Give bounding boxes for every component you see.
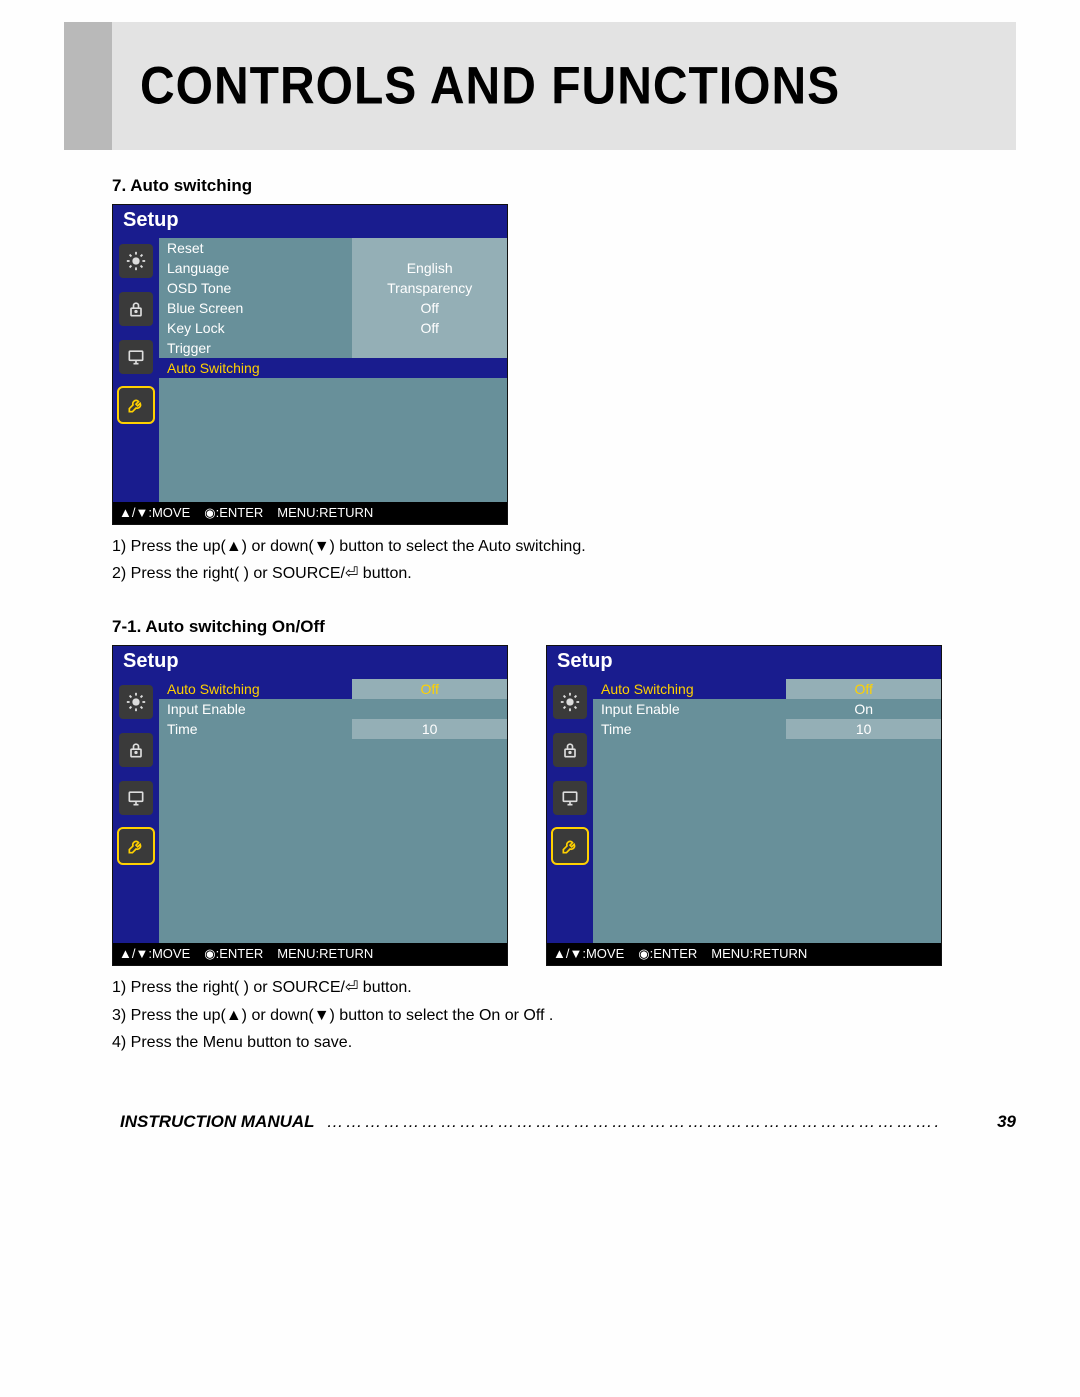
osd-content: Auto SwitchingOffInput EnableOnTime10 [593,679,941,943]
osd-footer: ▲/▼:MOVE ◉:ENTER MENU:RETURN [113,502,507,524]
osd-content: ResetLanguageEnglishOSD ToneTransparency… [159,238,507,502]
osd-item-label: Blue Screen [159,298,352,318]
osd-menu-item[interactable]: Input Enable [159,699,507,719]
instruction-line: 3) Press the up(▲) or down(▼) button to … [112,1002,1016,1029]
osd-item-value: Off [786,679,941,699]
osd-item-label: OSD Tone [159,278,352,298]
osd-menu-item-selected[interactable]: Auto SwitchingOff [159,679,507,699]
osd-item-value [352,338,507,358]
footer-enter: ◉:ENTER [204,946,263,962]
osd-footer: ▲/▼:MOVE ◉:ENTER MENU:RETURN [547,943,941,965]
osd-item-value [352,358,507,378]
page-footer: INSTRUCTION MANUAL ………………………………………………………… [120,1112,1016,1132]
osd-title: Setup [547,646,941,679]
footer-return: MENU:RETURN [277,946,373,962]
osd-item-label: Auto Switching [159,358,352,378]
tools-icon[interactable] [119,388,153,422]
osd-item-label: Auto Switching [593,679,786,699]
footer-enter: ◉:ENTER [638,946,697,962]
osd-item-value: Off [352,318,507,338]
instruction-line: 1) Press the right( ) or SOURCE/⏎ button… [112,974,1016,1001]
osd-item-label: Language [159,258,352,278]
osd-item-value [352,238,507,258]
osd-title: Setup [113,205,507,238]
tools-icon[interactable] [553,829,587,863]
osd-item-value: Off [352,679,507,699]
footer-return: MENU:RETURN [711,946,807,962]
osd-menu-item[interactable]: Trigger [159,338,507,358]
osd-item-label: Reset [159,238,352,258]
section-heading-7-1: 7-1. Auto switching On/Off [112,617,1016,637]
osd-item-value: English [352,258,507,278]
osd-item-label: Auto Switching [159,679,352,699]
footer-move: ▲/▼:MOVE [119,505,190,521]
osd-menu-item[interactable]: Blue ScreenOff [159,298,507,318]
osd-menu-item[interactable]: OSD ToneTransparency [159,278,507,298]
osd-menu-item[interactable]: Time10 [159,719,507,739]
osd-item-value: Transparency [352,278,507,298]
osd-item-label: Time [593,719,786,739]
tools-icon[interactable] [119,829,153,863]
brightness-icon[interactable] [553,685,587,719]
page-header: CONTROLS AND FUNCTIONS [64,22,1016,150]
footer-enter: ◉:ENTER [204,505,263,521]
section-heading-7: 7. Auto switching [112,176,1016,196]
osd-item-value: 10 [786,719,941,739]
footer-move: ▲/▼:MOVE [119,946,190,962]
osd-item-value [352,699,507,719]
osd-item-value: 10 [352,719,507,739]
osd-item-label: Time [159,719,352,739]
osd-item-label: Key Lock [159,318,352,338]
brightness-icon[interactable] [119,685,153,719]
osd-content: Auto SwitchingOffInput EnableTime10 [159,679,507,943]
manual-page: CONTROLS AND FUNCTIONS 7. Auto switching… [0,0,1080,1162]
osd-panel-auto-switching-on: Setup Auto SwitchingOffInput EnableOnTim… [546,645,942,966]
display-icon[interactable] [119,340,153,374]
osd-menu-item-selected[interactable]: Auto Switching [159,358,507,378]
lock-icon[interactable] [119,292,153,326]
osd-menu-item[interactable]: LanguageEnglish [159,258,507,278]
header-accent-block [64,22,112,150]
lock-icon[interactable] [553,733,587,767]
osd-sidebar [113,238,159,502]
osd-footer: ▲/▼:MOVE ◉:ENTER MENU:RETURN [113,943,507,965]
osd-menu-item[interactable]: Time10 [593,719,941,739]
instruction-line: 1) Press the up(▲) or down(▼) button to … [112,533,1016,560]
osd-item-label: Input Enable [593,699,786,719]
footer-dots: ……………………………………………………………………………………. [327,1112,986,1132]
lock-icon[interactable] [119,733,153,767]
instructions-section-7-1: 1) Press the right( ) or SOURCE/⏎ button… [112,974,1016,1056]
osd-menu-item[interactable]: Reset [159,238,507,258]
footer-return: MENU:RETURN [277,505,373,521]
footer-label: INSTRUCTION MANUAL [120,1112,315,1132]
osd-item-value: On [786,699,941,719]
page-number: 39 [997,1112,1016,1132]
osd-panel-auto-switching-off: Setup Auto SwitchingOffInput EnableTime1… [112,645,508,966]
page-title: CONTROLS AND FUNCTIONS [140,56,840,117]
osd-item-label: Input Enable [159,699,352,719]
osd-title: Setup [113,646,507,679]
osd-menu-item[interactable]: Key LockOff [159,318,507,338]
osd-sidebar [113,679,159,943]
instructions-section-7: 1) Press the up(▲) or down(▼) button to … [112,533,1016,587]
display-icon[interactable] [119,781,153,815]
osd-panel-setup-main: Setup ResetLangu [112,204,508,525]
display-icon[interactable] [553,781,587,815]
osd-sidebar [547,679,593,943]
footer-move: ▲/▼:MOVE [553,946,624,962]
osd-item-value: Off [352,298,507,318]
osd-menu-item[interactable]: Input EnableOn [593,699,941,719]
instruction-line: 2) Press the right( ) or SOURCE/⏎ button… [112,560,1016,587]
instruction-line: 4) Press the Menu button to save. [112,1029,1016,1056]
osd-menu-item-selected[interactable]: Auto SwitchingOff [593,679,941,699]
osd-item-label: Trigger [159,338,352,358]
brightness-icon[interactable] [119,244,153,278]
